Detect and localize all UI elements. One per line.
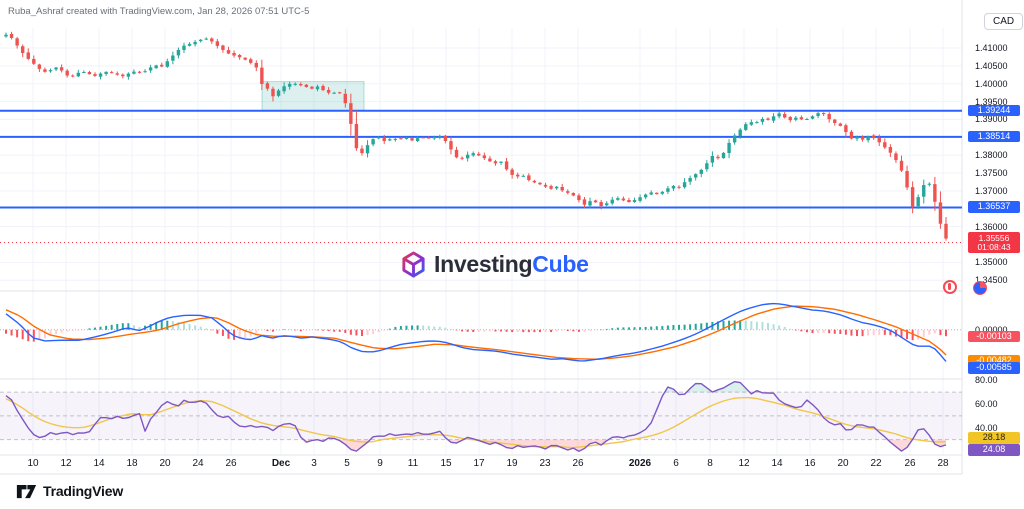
time-tick: 28	[937, 458, 949, 469]
price-tick: 1.37000	[975, 185, 1008, 196]
macd-line-badge: -0.00585	[968, 362, 1020, 374]
price-tick: 1.38000	[975, 150, 1008, 161]
price-tick: 1.40500	[975, 60, 1008, 71]
canada-event-icon[interactable]	[943, 280, 957, 294]
tradingview-logo-icon	[16, 484, 37, 498]
watermark-text: InvestingCube	[434, 251, 589, 277]
time-tick: 14	[93, 458, 105, 469]
tradingview-brand-text: TradingView	[43, 483, 124, 499]
last-price-value: 1.35556	[978, 232, 1010, 243]
time-tick: 2026	[628, 458, 652, 469]
time-tick: 26	[225, 458, 237, 469]
time-tick: 26	[572, 458, 584, 469]
time-tick: 20	[837, 458, 849, 469]
rsi-tick: 40.00	[975, 422, 998, 433]
time-tick: 9	[377, 458, 383, 469]
time-tick: 18	[126, 458, 138, 469]
candle-countdown: 01:08:43	[977, 241, 1011, 252]
level-badge-2: 1.38514	[968, 130, 1020, 143]
price-tick: 1.37500	[975, 168, 1008, 179]
time-tick: 6	[673, 458, 679, 469]
time-tick: 11	[407, 458, 419, 469]
investingcube-watermark: InvestingCube	[400, 250, 589, 279]
time-tick: 26	[904, 458, 916, 469]
time-tick: 16	[804, 458, 816, 469]
price-tick: 1.39500	[975, 96, 1008, 107]
macd-zero-tick: 0.00000	[975, 324, 1008, 335]
price-tick: 1.41000	[975, 43, 1008, 53]
investingcube-logo-icon	[402, 251, 425, 278]
price-tick: 1.34500	[975, 275, 1008, 286]
time-tick: 24	[192, 458, 204, 469]
rsi-value-badge: 24.08	[968, 444, 1020, 456]
rsi-tick: 80.00	[975, 375, 998, 386]
currency-button[interactable]: CAD	[984, 13, 1024, 30]
time-tick: 23	[539, 458, 551, 469]
price-tick: 1.40000	[975, 78, 1008, 89]
level-badge-1: 1.39244	[968, 104, 1020, 117]
tradingview-logo[interactable]: TradingView	[16, 483, 123, 499]
attribution-text: Ruba_Ashraf created with TradingView.com…	[8, 6, 310, 17]
time-tick: 12	[60, 458, 72, 469]
time-tick: 5	[344, 458, 350, 469]
time-tick: 19	[506, 458, 518, 469]
macd-signal-badge: -0.00482	[968, 355, 1020, 367]
macd-histogram-badge: -0.00103	[968, 330, 1020, 342]
time-tick: 17	[473, 458, 485, 469]
time-tick: Dec	[271, 458, 291, 469]
price-tick: 1.39000	[975, 114, 1008, 125]
time-tick: 10	[27, 458, 39, 469]
rsi-tick: 60.00	[975, 399, 998, 410]
time-tick: 3	[311, 458, 317, 469]
time-tick: 22	[870, 458, 882, 469]
time-tick: 15	[440, 458, 452, 469]
time-tick: 20	[159, 458, 171, 469]
last-price-badge: 1.35556 01:08:43	[968, 232, 1020, 254]
time-tick: 12	[738, 458, 750, 469]
time-tick: 14	[771, 458, 783, 469]
price-tick: 1.36000	[975, 221, 1008, 232]
price-tick: 1.35000	[975, 257, 1008, 268]
rsi-ma-badge: 28.18	[968, 432, 1020, 444]
time-tick: 8	[707, 458, 713, 469]
level-badge-3: 1.36537	[968, 201, 1020, 213]
economic-event-icon[interactable]	[973, 281, 987, 295]
